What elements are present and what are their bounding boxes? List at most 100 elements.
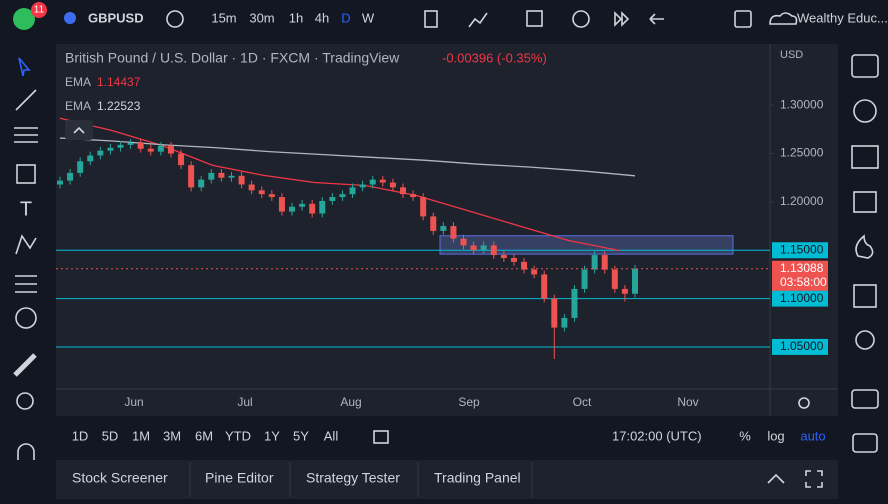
currency[interactable]: USD: [780, 49, 803, 61]
candle-body: [510, 257, 517, 262]
candle-body: [67, 172, 74, 181]
forecast-tool[interactable]: [15, 275, 37, 293]
countdown: 03:58:00: [780, 275, 827, 289]
interval[interactable]: 4h: [315, 10, 329, 25]
candle-body: [541, 274, 548, 299]
y-tick-label: 1.25000: [780, 146, 824, 160]
watchlist[interactable]: [851, 54, 879, 78]
ema-line: [59, 117, 621, 252]
candle-body: [258, 190, 265, 195]
magnet-tool[interactable]: [17, 443, 35, 460]
account-name[interactable]: Wealthy Educ...: [797, 10, 888, 25]
alerts-panel[interactable]: [853, 99, 877, 123]
scale-option[interactable]: log: [767, 428, 784, 443]
scale-option[interactable]: %: [739, 428, 751, 443]
candle-body: [127, 142, 134, 145]
range-button[interactable]: YTD: [225, 428, 251, 443]
level-label-box: [772, 242, 828, 259]
layouts[interactable]: [526, 10, 543, 27]
candle-body: [379, 179, 386, 183]
range-button[interactable]: All: [324, 428, 339, 443]
date-range-picker[interactable]: [373, 430, 389, 444]
candle-body: [329, 197, 336, 201]
chat[interactable]: [851, 389, 879, 409]
icon-tool[interactable]: [15, 307, 37, 329]
ema-legend-name: EMA: [65, 99, 91, 113]
candle-body: [107, 147, 114, 151]
text-tool[interactable]: T: [20, 198, 32, 220]
range-button[interactable]: 1M: [132, 428, 150, 443]
candle-body: [571, 288, 578, 318]
alert[interactable]: [572, 10, 590, 28]
candle-body: [440, 226, 447, 231]
hotlist[interactable]: [855, 234, 874, 259]
candle-body: [319, 200, 326, 214]
candle-body: [188, 165, 195, 188]
bottom-tab[interactable]: Trading Panel: [434, 470, 521, 486]
fullscreen[interactable]: [734, 10, 752, 28]
ema-legend-value: 1.22523: [97, 99, 141, 113]
last-price-label: 1.13088: [780, 261, 824, 275]
range-button[interactable]: 5D: [102, 428, 119, 443]
range-button[interactable]: 3M: [163, 428, 181, 443]
data-window[interactable]: [853, 191, 877, 213]
candle-body: [359, 184, 366, 188]
settings[interactable]: [798, 397, 810, 409]
bottom-tab[interactable]: Stock Screener: [72, 470, 168, 486]
news[interactable]: [851, 145, 879, 169]
zoom-tool[interactable]: [16, 392, 34, 410]
interval[interactable]: 30m: [249, 10, 274, 25]
collapse-legend[interactable]: [65, 120, 93, 140]
chart-title: British Pound / U.S. Dollar · 1D · FXCM …: [65, 50, 400, 66]
y-tick-label: 1.20000: [780, 194, 824, 208]
candle-body: [490, 245, 497, 256]
range-button[interactable]: 5Y: [293, 428, 309, 443]
candle-body: [167, 145, 174, 154]
bottom-tab[interactable]: Pine Editor: [205, 470, 274, 486]
range-button[interactable]: 1Y: [264, 428, 280, 443]
candle-body: [97, 150, 104, 156]
interval[interactable]: 1h: [289, 10, 303, 25]
candle-body: [309, 203, 316, 214]
replay[interactable]: [614, 11, 630, 27]
bottom-tab[interactable]: Strategy Tester: [306, 470, 400, 486]
shape-tool[interactable]: [16, 164, 36, 184]
candle-body: [208, 172, 215, 180]
level-label: 1.05000: [780, 339, 824, 353]
avatar[interactable]: [13, 8, 35, 30]
calendar[interactable]: [853, 284, 877, 308]
chart-type[interactable]: [424, 10, 438, 28]
last-price-box: [772, 260, 828, 291]
cloud[interactable]: [769, 12, 798, 25]
candle-body: [611, 269, 618, 289]
messages[interactable]: [852, 433, 878, 453]
undo[interactable]: [649, 13, 664, 25]
candle-body: [157, 145, 164, 152]
interval[interactable]: D: [341, 10, 350, 25]
interval[interactable]: 15m: [211, 10, 236, 25]
interval[interactable]: W: [362, 10, 375, 25]
candle-body: [268, 194, 275, 198]
symbol[interactable]: GBPUSD: [88, 10, 144, 25]
line-tool[interactable]: [15, 89, 37, 111]
indicators[interactable]: [468, 12, 488, 28]
candle-body: [601, 255, 608, 270]
fib-tool[interactable]: [14, 127, 38, 143]
range-button[interactable]: 6M: [195, 428, 213, 443]
right-toolbar: [851, 54, 879, 453]
candle-body: [561, 317, 568, 328]
candle-body: [289, 206, 296, 212]
range-button[interactable]: 1D: [72, 428, 89, 443]
pattern-tool[interactable]: [15, 234, 37, 255]
flag: [64, 12, 76, 24]
candle-body: [460, 238, 467, 246]
candle-body: [248, 184, 255, 191]
expand-panel[interactable]: [767, 473, 785, 484]
maximize-panel[interactable]: [805, 470, 823, 488]
candle-body: [480, 245, 487, 251]
ideas[interactable]: [855, 330, 875, 350]
add-symbol[interactable]: [166, 10, 184, 28]
measure-tool[interactable]: [13, 353, 37, 377]
cursor-tool[interactable]: [18, 57, 31, 77]
scale-option[interactable]: auto: [800, 428, 825, 443]
